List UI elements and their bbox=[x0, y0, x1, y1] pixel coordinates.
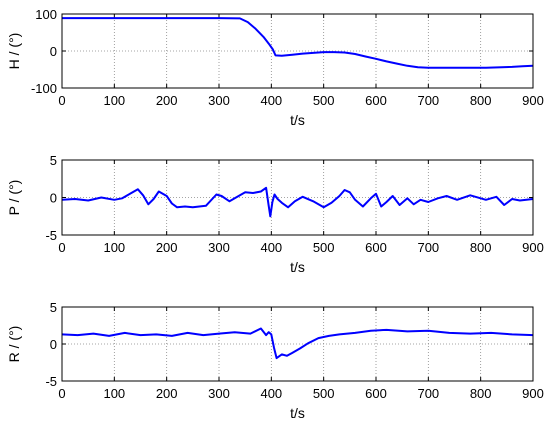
pitch-x-tick-label: 300 bbox=[208, 240, 230, 255]
roll-x-axis-label: t/s bbox=[290, 405, 305, 421]
pitch-x-tick-label: 0 bbox=[58, 240, 65, 255]
heading-x-axis-label: t/s bbox=[290, 112, 305, 128]
heading-x-tick-label: 300 bbox=[208, 93, 230, 108]
roll-y-axis-label: R / (°) bbox=[6, 326, 22, 363]
heading-axes-background bbox=[62, 14, 533, 88]
heading-axes-frame bbox=[61, 13, 534, 89]
pitch-series-line bbox=[61, 186, 534, 218]
heading-x-tick-label: 600 bbox=[365, 93, 387, 108]
pitch-axes-frame bbox=[61, 159, 534, 236]
pitch-y-tick-label: 5 bbox=[50, 153, 57, 168]
pitch-y-tick-label: -5 bbox=[45, 228, 57, 243]
roll-x-tick-label: 300 bbox=[208, 386, 230, 401]
roll-x-tick-label: 800 bbox=[470, 386, 492, 401]
roll-x-tick-label: 900 bbox=[522, 386, 544, 401]
pitch-x-tick-label: 100 bbox=[103, 240, 125, 255]
heading-subplot: 0 100 200 300 400 500 600 700 800 900-1000100t/sH… bbox=[6, 7, 544, 128]
roll-x-tick-label: 400 bbox=[260, 386, 282, 401]
pitch-x-tick-label: 900 bbox=[522, 240, 544, 255]
roll-y-tick-label: 0 bbox=[50, 337, 57, 352]
roll-x-tick-label: 600 bbox=[365, 386, 387, 401]
heading-x-tick-label: 100 bbox=[103, 93, 125, 108]
roll-y-tick-label: 5 bbox=[50, 300, 57, 315]
heading-x-tick-label: 200 bbox=[156, 93, 178, 108]
heading-x-tick-label: 400 bbox=[260, 93, 282, 108]
heading-series-line bbox=[62, 17, 534, 69]
heading-x-tick-label: 700 bbox=[417, 93, 439, 108]
pitch-x-tick-label: 700 bbox=[417, 240, 439, 255]
pitch-y-tick-label: 0 bbox=[50, 191, 57, 206]
pitch-x-tick-label: 200 bbox=[156, 240, 178, 255]
pitch-x-tick-label: 400 bbox=[260, 240, 282, 255]
roll-x-tick-label: 200 bbox=[156, 386, 178, 401]
pitch-x-tick-label: 600 bbox=[365, 240, 387, 255]
roll-x-tick-label: 0 bbox=[58, 386, 65, 401]
heading-x-tick-label: 0 bbox=[58, 93, 65, 108]
roll-y-tick-label: -5 bbox=[45, 374, 57, 389]
heading-y-tick-label: 0 bbox=[50, 44, 57, 59]
heading-x-tick-label: 800 bbox=[470, 93, 492, 108]
roll-x-tick-label: 500 bbox=[313, 386, 335, 401]
roll-x-tick-label: 700 bbox=[417, 386, 439, 401]
heading-y-tick-label: -100 bbox=[31, 81, 57, 96]
heading-x-tick-label: 900 bbox=[522, 93, 544, 108]
heading-y-tick-label: 100 bbox=[35, 7, 57, 22]
roll-x-tick-label: 100 bbox=[103, 386, 125, 401]
heading-y-axis-label: H / (°) bbox=[6, 33, 22, 70]
roll-axes-background bbox=[62, 307, 533, 381]
pitch-x-axis-label: t/s bbox=[290, 259, 305, 275]
heading-x-tick-label: 500 bbox=[313, 93, 335, 108]
pitch-y-axis-label: P / (°) bbox=[6, 180, 22, 216]
roll-series-line bbox=[61, 327, 534, 360]
roll-axes-frame bbox=[61, 306, 534, 382]
pitch-x-tick-label: 800 bbox=[470, 240, 492, 255]
pitch-x-tick-label: 500 bbox=[313, 240, 335, 255]
